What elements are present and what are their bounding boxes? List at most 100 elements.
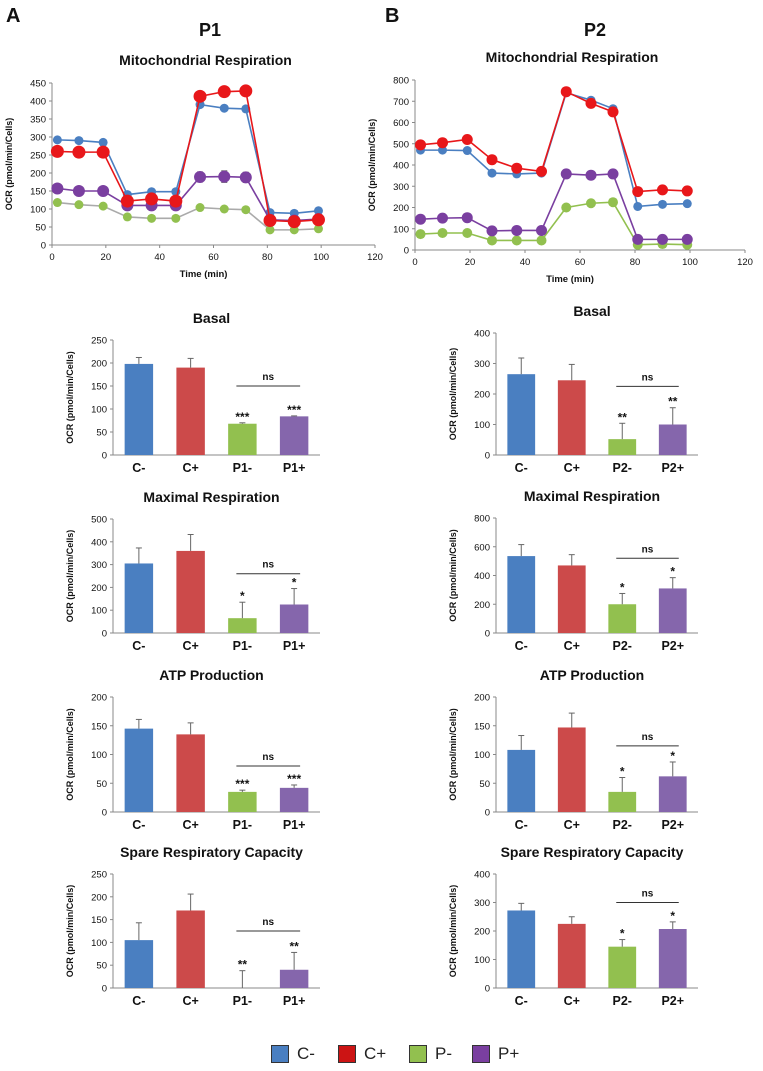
panel-b-title: P2 [583,20,607,40]
significance-label: * [670,749,675,763]
y-tick-label: 200 [91,583,107,594]
x-tick-label: C- [515,994,528,1008]
y-tick-label: 100 [91,750,107,761]
x-tick-label: 20 [101,252,112,263]
y-tick-label: 350 [30,115,46,126]
chart-title: Spare Respiratory Capacity [120,844,303,860]
data-point [608,197,618,208]
data-point [219,103,229,113]
series-P+ [51,170,325,227]
bar-P1+ [279,604,309,633]
y-tick-label: 50 [96,428,107,439]
data-point [52,135,62,145]
legend-item-c-plus: C+ [338,1042,386,1066]
data-point [217,85,231,99]
data-point [287,215,301,229]
chart-p1-mito: Mitochondrial Respiration OCR (pmol/min/C… [4,52,383,280]
bar-C+ [176,367,205,455]
x-tick-label: P1- [233,818,252,832]
x-tick-label: P2+ [661,994,684,1008]
ns-label: ns [262,752,274,763]
y-tick-label: 0 [102,629,107,640]
x-tick-label: 80 [262,252,273,263]
y-axis-label: OCR (pmol/min/Cells) [448,529,458,622]
data-point [585,169,597,181]
data-point [437,212,448,224]
y-axis-label: OCR (pmol/min/Cells) [65,708,75,801]
y-tick-label: 200 [474,390,490,401]
significance-label: ** [238,958,248,972]
bar-C- [124,363,154,455]
x-tick-label: C+ [182,639,198,653]
y-tick-label: 300 [393,182,409,193]
data-point [313,206,323,216]
legend-label-p-minus: P- [435,1044,452,1063]
x-tick-label: C+ [564,461,580,475]
data-point [145,192,159,206]
legend-label-c-minus: C- [297,1044,315,1063]
series-line [420,173,688,241]
y-tick-label: 150 [30,187,46,198]
series-line [420,90,688,193]
series-C+ [415,86,693,198]
x-tick-label: P1- [233,639,252,653]
y-tick-label: 200 [91,359,107,370]
data-point [169,194,183,208]
y-tick-label: 50 [35,223,46,234]
y-axis-label: OCR (pmol/min/Cells) [448,348,458,441]
x-tick-label: 20 [465,257,476,268]
data-point [193,89,207,103]
data-point [657,184,668,196]
bar-P2- [608,604,637,633]
y-tick-label: 300 [474,359,490,370]
series-P- [52,198,323,235]
data-point [536,235,547,246]
bar-C+ [176,910,205,988]
ns-label: ns [262,560,274,571]
y-tick-label: 0 [485,451,490,462]
y-tick-label: 100 [474,955,490,966]
data-point [313,224,323,234]
data-point [487,235,497,246]
data-point [657,233,668,245]
y-tick-label: 400 [393,161,409,172]
y-tick-label: 500 [393,139,409,150]
chart-title: Mitochondrial Respiration [486,49,659,65]
data-point [218,170,231,183]
x-tick-label: P1+ [283,994,306,1008]
data-point [461,134,473,145]
data-point [632,233,644,245]
data-point [415,229,426,240]
data-point [437,137,448,149]
series-line [57,103,319,215]
y-tick-label: 200 [30,169,46,180]
data-point [72,145,86,159]
bar-P1+ [279,787,309,812]
significance-label: *** [235,410,249,424]
bar-C+ [557,923,586,988]
data-point [195,203,205,213]
bar-P1- [228,423,257,455]
data-point [607,106,619,118]
data-point [682,199,692,209]
data-point [239,84,253,98]
x-tick-label: P1- [233,461,252,475]
x-tick-label: C+ [182,461,198,475]
bar-C- [507,556,536,633]
y-tick-label: 450 [30,79,46,90]
legend-item-p-plus: P+ [472,1042,519,1066]
ns-label: ns [262,372,274,383]
panel-letter-b: B [385,5,400,27]
x-tick-label: P2- [613,994,632,1008]
y-tick-label: 300 [30,133,46,144]
y-tick-label: 200 [91,892,107,903]
ns-label: ns [642,732,654,743]
chart-p1-basal: Basal OCR (pmol/min/Cells) 0 50 100 150 200 250… [65,310,320,475]
data-point [147,213,157,223]
data-point [462,228,473,238]
significance-label: * [620,927,625,941]
x-tick-label: 60 [208,252,219,263]
series-P+ [415,168,693,245]
figure-canvas: Mitochondrial Respiration OCR (pmol/min/C… [4,49,753,1008]
bar-C+ [176,550,205,633]
